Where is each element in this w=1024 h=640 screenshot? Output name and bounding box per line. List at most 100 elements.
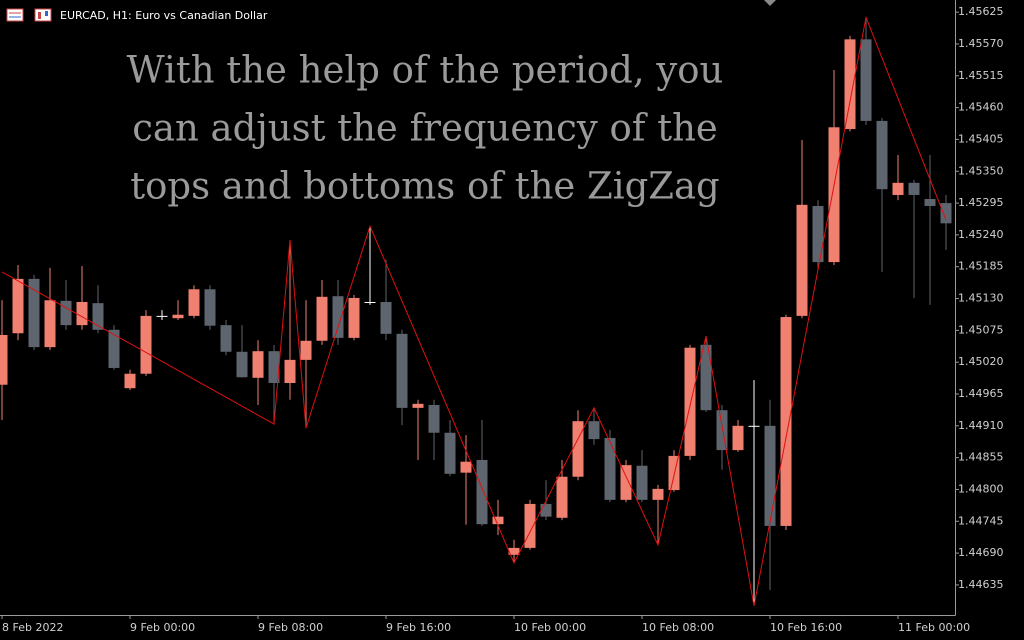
candle-body bbox=[204, 289, 216, 326]
x-tick-label: 9 Feb 00:00 bbox=[130, 621, 195, 634]
y-tick-label: 1.45625 bbox=[958, 5, 1004, 18]
y-tick-label: 1.44965 bbox=[958, 387, 1004, 400]
x-tick-label: 11 Feb 00:00 bbox=[898, 621, 970, 634]
x-tick-label: 10 Feb 00:00 bbox=[514, 621, 586, 634]
y-tick-label: 1.45130 bbox=[958, 292, 1004, 305]
candle-body bbox=[556, 476, 568, 518]
candle-body bbox=[412, 403, 424, 408]
candle-body bbox=[604, 437, 616, 500]
candle-body bbox=[172, 314, 184, 319]
candle-body bbox=[700, 344, 712, 411]
candle-body bbox=[908, 182, 920, 195]
x-tick-label: 10 Feb 16:00 bbox=[770, 621, 842, 634]
candle-body bbox=[892, 182, 904, 195]
annotation: can adjust the frequency of the bbox=[132, 107, 718, 150]
y-tick-label: 1.45460 bbox=[958, 101, 1004, 114]
candle-body bbox=[508, 547, 520, 555]
y-tick-label: 1.45240 bbox=[958, 228, 1004, 241]
candle-body bbox=[28, 278, 40, 348]
candle-body bbox=[828, 127, 840, 263]
x-tick-label: 9 Feb 08:00 bbox=[258, 621, 323, 634]
y-tick-label: 1.45185 bbox=[958, 260, 1004, 273]
annotation: tops and bottoms of the ZigZag bbox=[130, 165, 720, 208]
candle-body bbox=[940, 203, 952, 224]
candle-body bbox=[588, 421, 600, 440]
y-tick-label: 1.45570 bbox=[958, 37, 1004, 50]
icon bbox=[45, 11, 48, 16]
candle-body bbox=[252, 351, 264, 378]
candle-body bbox=[636, 465, 648, 500]
shift-marker bbox=[764, 0, 776, 6]
candle-body bbox=[444, 432, 456, 474]
y-tick-label: 1.45515 bbox=[958, 69, 1004, 82]
candle-body bbox=[844, 39, 856, 130]
y-tick-label: 1.45020 bbox=[958, 355, 1004, 368]
candle-body bbox=[796, 204, 808, 316]
y-tick-label: 1.45405 bbox=[958, 132, 1004, 145]
candle-body bbox=[364, 302, 376, 304]
annotation: With the help of the period, you bbox=[127, 49, 724, 92]
candle-body bbox=[716, 410, 728, 451]
candle-body bbox=[684, 347, 696, 456]
y-tick-label: 1.45075 bbox=[958, 323, 1004, 336]
candle-body bbox=[0, 334, 8, 385]
candle-body bbox=[348, 297, 360, 338]
candle-body bbox=[476, 459, 488, 525]
y-tick-label: 1.44635 bbox=[958, 578, 1004, 591]
candle-body bbox=[764, 425, 776, 526]
x-tick-label: 10 Feb 08:00 bbox=[642, 621, 714, 634]
candle-body bbox=[92, 303, 104, 330]
symbol-icons bbox=[6, 8, 52, 22]
candle-body bbox=[12, 278, 24, 334]
candle-body bbox=[748, 425, 760, 427]
candle-body bbox=[876, 120, 888, 190]
candle-body bbox=[620, 465, 632, 500]
candle-body bbox=[428, 404, 440, 433]
candle-body bbox=[60, 300, 72, 326]
candle-body bbox=[236, 351, 248, 378]
icon bbox=[38, 12, 41, 19]
candle-body bbox=[188, 289, 200, 316]
candle-body bbox=[268, 351, 280, 384]
candle-body bbox=[300, 340, 312, 360]
plot-area bbox=[0, 15, 952, 606]
icon bbox=[34, 8, 52, 22]
chart-title: EURCAD, H1: Euro vs Canadian Dollar bbox=[60, 9, 268, 22]
y-tick-label: 1.45295 bbox=[958, 196, 1004, 209]
candle-body bbox=[652, 488, 664, 500]
candle-body bbox=[396, 333, 408, 408]
x-tick-label: 9 Feb 16:00 bbox=[386, 621, 451, 634]
candle-body bbox=[860, 39, 872, 121]
candle-body bbox=[380, 302, 392, 334]
zigzag-line bbox=[1, 15, 947, 606]
candle-body bbox=[284, 359, 296, 384]
y-tick-label: 1.45350 bbox=[958, 164, 1004, 177]
x-tick-label: 8 Feb 2022 bbox=[2, 621, 63, 634]
candle-body bbox=[492, 516, 504, 525]
candle-body bbox=[316, 296, 328, 341]
y-tick-label: 1.44800 bbox=[958, 482, 1004, 495]
candle-body bbox=[220, 325, 232, 352]
candle-body bbox=[668, 455, 680, 491]
candle-body bbox=[124, 373, 136, 389]
candle-body bbox=[108, 329, 120, 368]
candle-body bbox=[732, 425, 744, 451]
y-tick-label: 1.44910 bbox=[958, 419, 1004, 432]
candle-body bbox=[332, 296, 344, 338]
candle-body bbox=[140, 315, 152, 374]
candle-body bbox=[460, 461, 472, 473]
y-tick-label: 1.44855 bbox=[958, 451, 1004, 464]
candle-body bbox=[524, 503, 536, 548]
candle-body bbox=[540, 503, 552, 517]
candle-body bbox=[76, 302, 88, 326]
icon bbox=[6, 8, 24, 22]
y-tick-label: 1.44690 bbox=[958, 546, 1004, 559]
candle-body bbox=[924, 199, 936, 206]
candle-body bbox=[156, 315, 168, 317]
y-tick-label: 1.44745 bbox=[958, 514, 1004, 527]
candle-body bbox=[44, 300, 56, 348]
candle-body bbox=[572, 421, 584, 477]
candle-body bbox=[812, 205, 824, 263]
